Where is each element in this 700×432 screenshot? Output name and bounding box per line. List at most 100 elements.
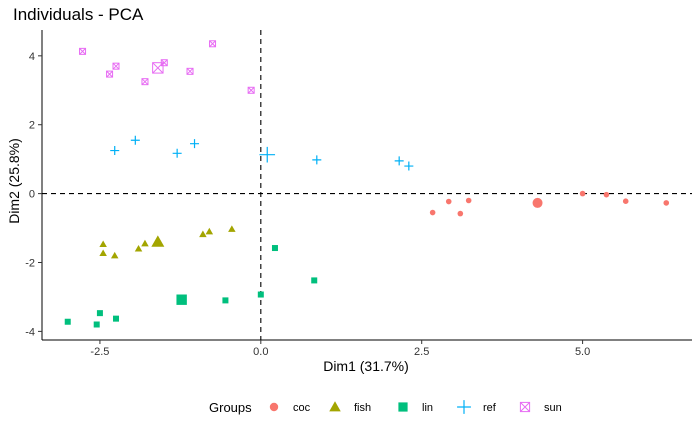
point-fish-5-shape xyxy=(141,239,149,247)
point-ref-2-shape xyxy=(130,135,140,145)
y-axis-title: Dim2 (25.8%) xyxy=(6,138,22,224)
point-sun-8-shape xyxy=(247,86,255,94)
point-lin-2 xyxy=(93,321,100,328)
series-lin xyxy=(64,245,318,328)
point-fish-3 xyxy=(110,251,119,259)
legend-item-lin: lin xyxy=(398,402,433,414)
point-lin-3 xyxy=(96,310,103,317)
point-lin-7-shape xyxy=(271,245,278,252)
point-sun-4 xyxy=(141,78,149,86)
axes: -2.5 0.0 2.5 5.0 -4 -2 0 2 4 xyxy=(25,30,692,358)
point-lin-1 xyxy=(64,318,71,325)
centroid-coc-shape xyxy=(532,197,543,208)
legend: Groups coc fish lin ref sun xyxy=(209,400,562,415)
point-ref-7 xyxy=(404,161,414,171)
point-coc-3 xyxy=(457,210,464,217)
legend-item-fish: fish xyxy=(329,401,371,414)
point-lin-8-shape xyxy=(311,277,318,284)
y-tick-label-2: 0 xyxy=(29,189,35,201)
legend-key-coc xyxy=(269,402,279,412)
point-lin-7 xyxy=(271,245,278,252)
series-coc xyxy=(429,190,670,217)
point-ref-2 xyxy=(130,135,140,145)
legend-key-ref-shape xyxy=(457,400,471,414)
point-lin-3-shape xyxy=(96,310,103,317)
legend-key-sun-cross xyxy=(520,402,530,412)
legend-key-lin xyxy=(398,402,408,412)
point-lin-4-shape xyxy=(113,315,120,322)
legend-label-fish: fish xyxy=(354,402,371,414)
point-fish-7-shape xyxy=(205,227,214,235)
point-lin-1-shape xyxy=(64,318,71,325)
y-tick-label-1: -2 xyxy=(25,258,35,270)
point-sun-6-cross xyxy=(186,67,194,75)
point-lin-6 xyxy=(257,291,264,298)
chart-title: Individuals - PCA xyxy=(13,5,144,24)
point-sun-8-cross xyxy=(247,86,255,94)
point-coc-7 xyxy=(622,198,629,204)
point-sun-3-shape xyxy=(112,62,120,70)
point-coc-7-shape xyxy=(622,198,629,204)
legend-label-lin: lin xyxy=(422,402,433,414)
point-sun-7-shape xyxy=(209,40,217,48)
point-coc-6-shape xyxy=(603,191,610,198)
point-fish-2-shape xyxy=(99,249,107,257)
legend-item-coc: coc xyxy=(269,402,311,414)
legend-label-coc: coc xyxy=(293,402,311,414)
centroid-lin-shape xyxy=(176,294,187,305)
legend-item-sun: sun xyxy=(519,401,562,414)
series-ref xyxy=(110,135,414,171)
point-coc-8-shape xyxy=(663,200,670,206)
x-tick-label-1: 0.0 xyxy=(253,346,268,358)
series-sun xyxy=(79,40,255,94)
legend-key-ref xyxy=(457,400,471,414)
point-lin-5-shape xyxy=(222,297,229,304)
point-ref-4-shape xyxy=(190,139,200,149)
legend-label-ref: ref xyxy=(483,402,497,414)
plot-area xyxy=(42,30,692,340)
point-fish-5 xyxy=(141,239,149,247)
point-coc-1 xyxy=(429,209,436,216)
point-ref-6-shape xyxy=(394,156,404,166)
legend-key-fish-shape xyxy=(329,401,341,412)
legend-item-ref: ref xyxy=(457,400,497,414)
point-fish-8 xyxy=(228,225,236,232)
point-sun-4-cross xyxy=(141,78,149,86)
point-fish-6 xyxy=(199,230,207,238)
point-sun-3 xyxy=(112,62,120,70)
point-coc-8 xyxy=(663,200,670,206)
point-sun-5-cross xyxy=(160,59,168,67)
point-coc-2 xyxy=(445,198,452,205)
point-sun-7 xyxy=(209,40,217,48)
legend-key-lin-shape xyxy=(398,402,408,412)
centroid-sun-shape xyxy=(152,62,164,74)
point-sun-2-cross xyxy=(106,70,113,78)
legend-key-coc-shape xyxy=(269,402,279,412)
point-fish-7 xyxy=(205,227,214,235)
legend-key-sun-shape xyxy=(519,401,531,413)
point-lin-5 xyxy=(222,297,229,304)
point-ref-6 xyxy=(394,156,404,166)
y-tick-label-4: 4 xyxy=(29,51,35,63)
point-lin-4 xyxy=(113,315,120,322)
point-sun-1 xyxy=(79,47,87,55)
legend-label-sun: sun xyxy=(544,402,562,414)
point-coc-3-shape xyxy=(457,210,464,217)
x-axis-title: Dim1 (31.7%) xyxy=(323,358,409,374)
point-fish-8-shape xyxy=(228,225,236,232)
point-ref-1 xyxy=(110,146,120,156)
point-coc-1-shape xyxy=(429,209,436,216)
point-fish-4-shape xyxy=(134,244,143,252)
point-coc-4-shape xyxy=(465,197,472,204)
point-ref-5-shape xyxy=(312,155,322,165)
point-ref-4 xyxy=(190,139,200,149)
point-ref-3 xyxy=(172,148,182,158)
point-fish-1-shape xyxy=(99,240,107,248)
point-sun-3-cross xyxy=(112,62,120,70)
point-sun-2-shape xyxy=(106,70,114,78)
centroid-ref xyxy=(259,146,276,163)
centroid-fish xyxy=(151,235,165,247)
point-fish-1 xyxy=(99,240,107,248)
point-sun-4-shape xyxy=(141,78,149,86)
point-ref-7-shape xyxy=(404,161,414,171)
